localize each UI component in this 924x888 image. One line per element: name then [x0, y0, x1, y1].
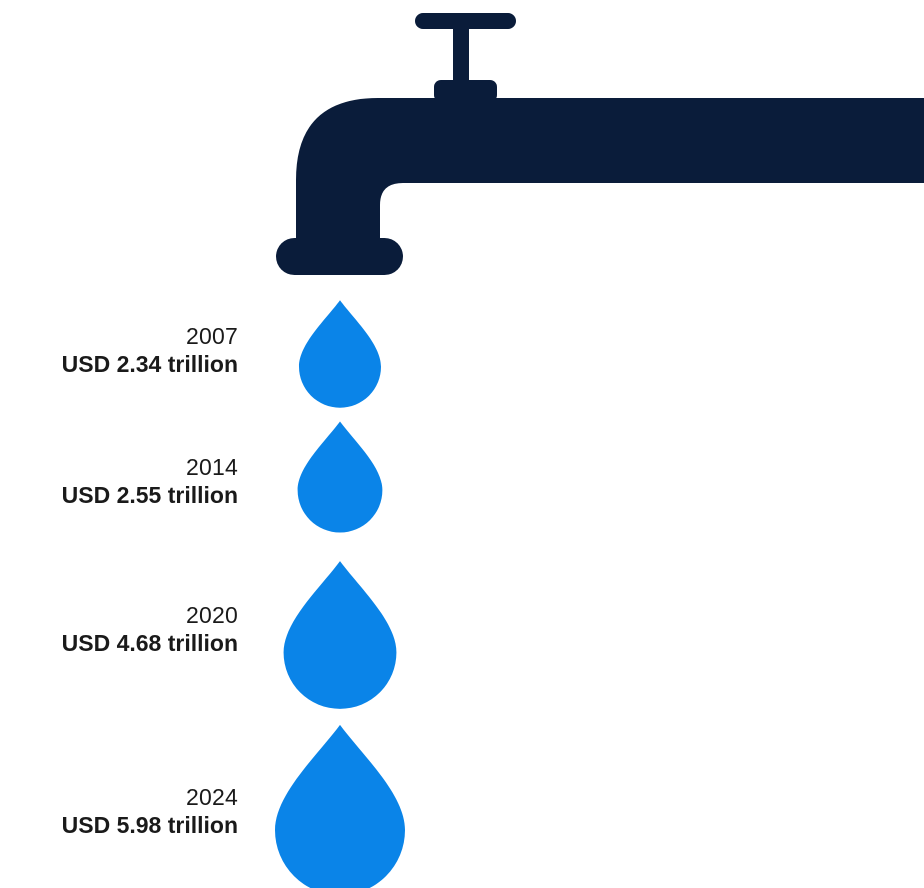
year-label: 2007 — [186, 323, 238, 349]
year-label: 2020 — [186, 602, 238, 628]
label-2024: 2024 USD 5.98 trillion — [62, 783, 238, 839]
water-drop-icon-2007 — [299, 300, 381, 408]
label-2007: 2007 USD 2.34 trillion — [62, 322, 238, 378]
amount-label: USD 2.34 trillion — [61, 351, 238, 377]
water-drop-icon-2014 — [297, 421, 383, 533]
label-2014: 2014 USD 2.55 trillion — [62, 453, 238, 509]
faucet-shape — [276, 13, 924, 275]
amount-label: USD 5.98 trillion — [61, 812, 238, 838]
water-drop-icon-2024 — [275, 724, 405, 888]
amount-label: USD 2.55 trillion — [61, 482, 238, 508]
year-label: 2024 — [186, 784, 238, 810]
water-drop-icon-2020 — [283, 561, 397, 709]
amount-label: USD 4.68 trillion — [61, 630, 238, 656]
year-label: 2014 — [186, 454, 238, 480]
label-2020: 2020 USD 4.68 trillion — [62, 601, 238, 657]
